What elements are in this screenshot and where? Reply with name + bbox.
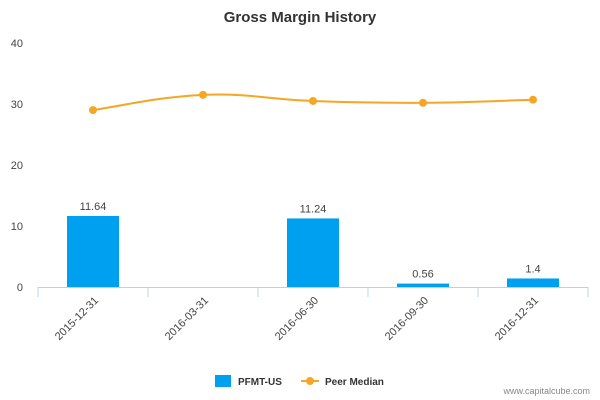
peer-median-series xyxy=(89,90,537,115)
legend: PFMT-US Peer Median xyxy=(215,375,384,388)
bar-data-label: 11.24 xyxy=(300,203,327,215)
bar-data-labels: 11.64 11.24 0.56 1.4 xyxy=(80,201,541,281)
peer-median-point xyxy=(529,95,537,104)
bar-data-label: 11.64 xyxy=(80,201,107,213)
credit-text: www.capitalcube.com xyxy=(502,386,590,396)
y-axis: 0 10 20 30 40 xyxy=(11,38,23,294)
y-tick-label: 30 xyxy=(11,99,23,111)
peer-median-point xyxy=(89,106,97,115)
bar xyxy=(397,283,449,287)
x-axis: 2015-12-31 2016-03-31 2016-06-30 2016-09-30… xyxy=(37,287,589,343)
bar-data-label: 0.56 xyxy=(412,269,433,281)
bar-data-label: 1.4 xyxy=(525,263,540,275)
legend-marker-peer-median xyxy=(306,377,314,385)
y-tick-label: 40 xyxy=(11,38,23,50)
x-tick-label: 2015-12-31 xyxy=(53,295,101,343)
peer-median-point xyxy=(419,98,427,107)
bar xyxy=(507,278,559,287)
legend-label-pfmt: PFMT-US xyxy=(238,377,282,388)
bar-series xyxy=(67,215,559,287)
x-tick-label: 2016-03-31 xyxy=(163,295,211,343)
peer-median-point xyxy=(199,90,207,99)
peer-median-point xyxy=(309,96,317,105)
legend-label-peer-median: Peer Median xyxy=(325,377,384,388)
bar xyxy=(287,218,339,287)
legend-swatch-pfmt xyxy=(215,375,231,387)
chart-title: Gross Margin History xyxy=(224,9,377,26)
x-tick-label: 2016-09-30 xyxy=(383,295,431,343)
y-tick-label: 0 xyxy=(17,282,23,294)
x-tick-label: 2016-06-30 xyxy=(273,295,321,343)
bar xyxy=(67,215,119,287)
x-tick-label: 2016-12-31 xyxy=(493,295,541,343)
y-tick-label: 20 xyxy=(11,160,23,172)
y-tick-label: 10 xyxy=(11,221,23,233)
